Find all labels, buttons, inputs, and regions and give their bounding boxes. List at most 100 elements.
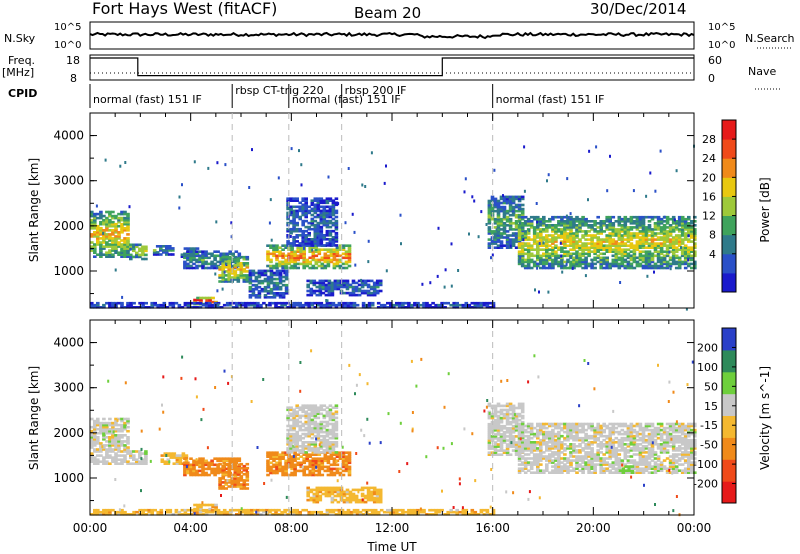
- heatmap-cell: [398, 301, 402, 305]
- heatmap-cell: [251, 148, 253, 152]
- heatmap-cell: [690, 234, 694, 237]
- heatmap-cell: [334, 203, 339, 207]
- heatmap-cell: [398, 508, 402, 512]
- heatmap-cell: [312, 281, 317, 285]
- heatmap-cell: [334, 209, 339, 213]
- heatmap-cell: [96, 231, 100, 234]
- heatmap-cell: [114, 454, 118, 457]
- heatmap-cell: [283, 271, 286, 275]
- heatmap-cell: [499, 443, 504, 446]
- heatmap-cell: [674, 250, 679, 253]
- heatmap-cell: [315, 281, 320, 285]
- heatmap-cell: [623, 228, 628, 231]
- heatmap-cell: [611, 224, 616, 227]
- heatmap-cell: [522, 238, 525, 242]
- heatmap-cell: [493, 435, 498, 438]
- heatmap-cell: [671, 228, 676, 231]
- heatmap-cell: [295, 213, 299, 217]
- heatmap-cell: [120, 231, 124, 234]
- heatmap-cell: [389, 303, 393, 307]
- heatmap-cell: [117, 417, 121, 421]
- heatmap-cell: [317, 463, 322, 467]
- heatmap-cell: [117, 224, 121, 228]
- heatmap-cell: [338, 455, 343, 458]
- heatmap-cell: [126, 442, 130, 445]
- heatmap-cell: [181, 183, 183, 187]
- heatmap-cell: [214, 503, 218, 507]
- heatmap-cell: [272, 287, 277, 291]
- heatmap-cell: [341, 451, 346, 454]
- heatmap-cell: [93, 444, 97, 447]
- heatmap-cell: [345, 498, 350, 502]
- heatmap-cell: [96, 417, 100, 421]
- heatmap-cell: [99, 423, 103, 427]
- heatmap-cell: [284, 292, 289, 295]
- heatmap-cell: [677, 248, 682, 251]
- heatmap-cell: [354, 500, 359, 504]
- heatmap-cell: [214, 272, 217, 276]
- heatmap-cell: [659, 250, 664, 253]
- heatmap-cell: [508, 402, 513, 406]
- heatmap-cell: [629, 256, 634, 260]
- heatmap-cell: [192, 306, 197, 309]
- heatmap-cell: [281, 260, 285, 264]
- heatmap-cell: [619, 281, 622, 284]
- heatmap-cell: [520, 234, 525, 237]
- heatmap-cell: [96, 235, 100, 238]
- heatmap-cell: [617, 217, 622, 221]
- heatmap-cell: [354, 263, 357, 267]
- heatmap-cell: [239, 266, 244, 269]
- heatmap-cell: [520, 420, 525, 424]
- heatmap-cell: [204, 262, 208, 266]
- heatmap-cell: [611, 258, 616, 262]
- heatmap-cell: [455, 510, 459, 514]
- heatmap-cell: [311, 467, 316, 471]
- heatmap-cell: [344, 455, 349, 458]
- heatmap-cell: [599, 244, 603, 247]
- heatmap-cell: [617, 228, 622, 231]
- heatmap-cell: [266, 244, 270, 247]
- heatmap-cell: [251, 289, 256, 293]
- heatmap-cell: [298, 416, 302, 420]
- heatmap-cell: [278, 453, 282, 456]
- heatmap-cell: [623, 264, 628, 268]
- heatmap-cell: [201, 457, 205, 460]
- heatmap-cell: [323, 248, 328, 251]
- heatmap-cell: [645, 194, 648, 198]
- heatmap-cell: [662, 234, 667, 237]
- heatmap-cell: [183, 256, 187, 260]
- heatmap-cell: [302, 252, 306, 256]
- heatmap-cell: [93, 438, 97, 441]
- heatmap-cell: [245, 276, 250, 279]
- heatmap-cell: [235, 513, 239, 516]
- heatmap-cell: [487, 437, 492, 440]
- heatmap-cell: [566, 217, 570, 221]
- heatmap-cell: [233, 477, 238, 480]
- heatmap-cell: [325, 244, 330, 247]
- heatmap-cell: [313, 301, 318, 305]
- heatmap-cell: [231, 260, 235, 264]
- heatmap-cell: [324, 486, 329, 490]
- heatmap-cell: [201, 303, 206, 307]
- heatmap-cell: [233, 255, 238, 259]
- heatmap-cell: [345, 287, 350, 291]
- heatmap-cell: [295, 229, 299, 233]
- heatmap-cell: [659, 252, 664, 256]
- heatmap-cell: [238, 301, 242, 305]
- heatmap-cell: [322, 449, 327, 452]
- heatmap-cell: [632, 222, 637, 225]
- heatmap-cell: [120, 224, 124, 228]
- heatmap-cell: [304, 410, 308, 414]
- heatmap-cell: [665, 226, 670, 229]
- heatmap-cell: [165, 306, 170, 309]
- heatmap-cell: [575, 234, 579, 237]
- heatmap-cell: [315, 492, 320, 496]
- heatmap-cell: [578, 224, 582, 227]
- heatmap-cell: [370, 513, 375, 516]
- heatmap-cell: [289, 229, 293, 233]
- heatmap-cell: [347, 457, 352, 460]
- heatmap-cell: [434, 306, 438, 309]
- colorbar-tick-label: 8: [709, 229, 716, 242]
- heatmap-cell: [280, 301, 284, 305]
- heatmap-cell: [189, 508, 194, 512]
